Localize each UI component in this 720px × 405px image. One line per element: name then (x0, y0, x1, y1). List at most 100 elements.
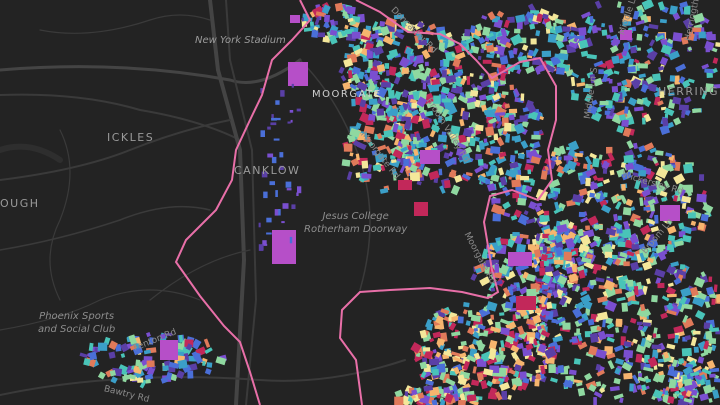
building-footprint (388, 66, 397, 76)
building-footprint (477, 323, 486, 331)
building-footprint (649, 147, 657, 154)
building-footprint (649, 204, 656, 212)
building-footprint (541, 303, 546, 307)
building-footprint (556, 165, 566, 175)
building-footprint (666, 343, 676, 350)
building-footprint (599, 199, 608, 207)
building-footprint (476, 84, 483, 91)
building-footprint (680, 110, 686, 119)
building-footprint (432, 369, 440, 376)
building-footprint (474, 165, 484, 174)
building-footprint (655, 34, 665, 42)
building-footprint (439, 34, 450, 42)
building-footprint (643, 113, 652, 123)
building-footprint (667, 396, 675, 404)
building-footprint (681, 79, 691, 89)
building-footprint (419, 361, 428, 370)
building-footprint (392, 123, 399, 133)
building-footprint (355, 172, 361, 179)
building-footprint (552, 335, 564, 343)
building-footprint (110, 376, 118, 384)
building-footprint (475, 267, 482, 274)
building-footprint (520, 140, 529, 150)
building-footprint (344, 24, 349, 30)
building-footprint (652, 349, 659, 359)
building-footprint (587, 164, 591, 171)
building-footprint (466, 97, 477, 104)
building-footprint (563, 227, 571, 236)
building-footprint (705, 83, 714, 93)
building-footprint (613, 344, 624, 353)
building-footprint (261, 244, 264, 251)
building-footprint (650, 226, 660, 233)
building-footprint (667, 282, 674, 288)
building-footprint (681, 234, 692, 243)
building-footprint (654, 175, 663, 182)
building-footprint (627, 279, 634, 287)
building-footprint (441, 98, 451, 103)
building-footprint (559, 219, 570, 227)
building-footprint (679, 296, 688, 305)
building-footprint (654, 214, 659, 224)
building-footprint (643, 366, 654, 373)
building-footprint (611, 85, 619, 93)
building-footprint (543, 210, 550, 216)
building-footprint (88, 351, 98, 361)
building-footprint (439, 399, 446, 405)
building-footprint (692, 365, 703, 373)
building-footprint (507, 394, 512, 400)
building-footprint (638, 73, 646, 79)
building-footprint (563, 155, 573, 161)
place-label-new-york-stadium: New York Stadium (195, 35, 286, 46)
building-footprint (578, 243, 590, 253)
building-footprint (486, 53, 495, 59)
building-footprint (120, 353, 126, 358)
building-footprint (273, 138, 280, 141)
building-footprint (474, 124, 484, 132)
building-footprint (682, 18, 694, 30)
road-segment (208, 0, 247, 405)
building-footprint (448, 151, 454, 157)
building-footprint (529, 337, 534, 344)
building-footprint (673, 173, 686, 185)
building-footprint (617, 241, 626, 248)
building-footprint (664, 390, 668, 395)
building-footprint (381, 82, 391, 88)
building-footprint (411, 394, 416, 400)
building-footprint (535, 233, 541, 242)
poi-name: Jesus College Rotherham Doorway (304, 211, 408, 235)
building-footprint (601, 265, 608, 271)
building-footprint (421, 166, 431, 177)
building-footprint (509, 84, 515, 91)
building-footprint (656, 184, 666, 195)
building-footprint (453, 366, 461, 375)
building-footprint (593, 235, 601, 242)
building-footprint (496, 136, 505, 147)
building-footprint (403, 119, 413, 131)
building-footprint (274, 209, 279, 216)
building-footprint (683, 163, 694, 174)
building-footprint (439, 370, 447, 381)
building-footprint (663, 107, 675, 117)
building-footprint (679, 1, 689, 9)
building-footprint (504, 122, 512, 132)
building-footprint (430, 124, 440, 132)
building-footprint (674, 190, 680, 196)
building-footprint (517, 197, 527, 206)
building-footprint (669, 378, 677, 389)
building-footprint (694, 373, 703, 381)
building-footprint (660, 312, 668, 320)
building-footprint (448, 385, 454, 391)
building-footprint (567, 221, 575, 229)
building-footprint (526, 288, 537, 298)
building-footprint (647, 356, 659, 368)
building-footprint (494, 391, 503, 401)
building-footprint (318, 32, 325, 38)
building-footprint (660, 196, 668, 202)
building-footprint (570, 32, 575, 37)
building-footprint (623, 372, 633, 380)
building-footprint (470, 273, 478, 281)
building-footprint (641, 188, 651, 198)
building-footprint (491, 62, 502, 68)
